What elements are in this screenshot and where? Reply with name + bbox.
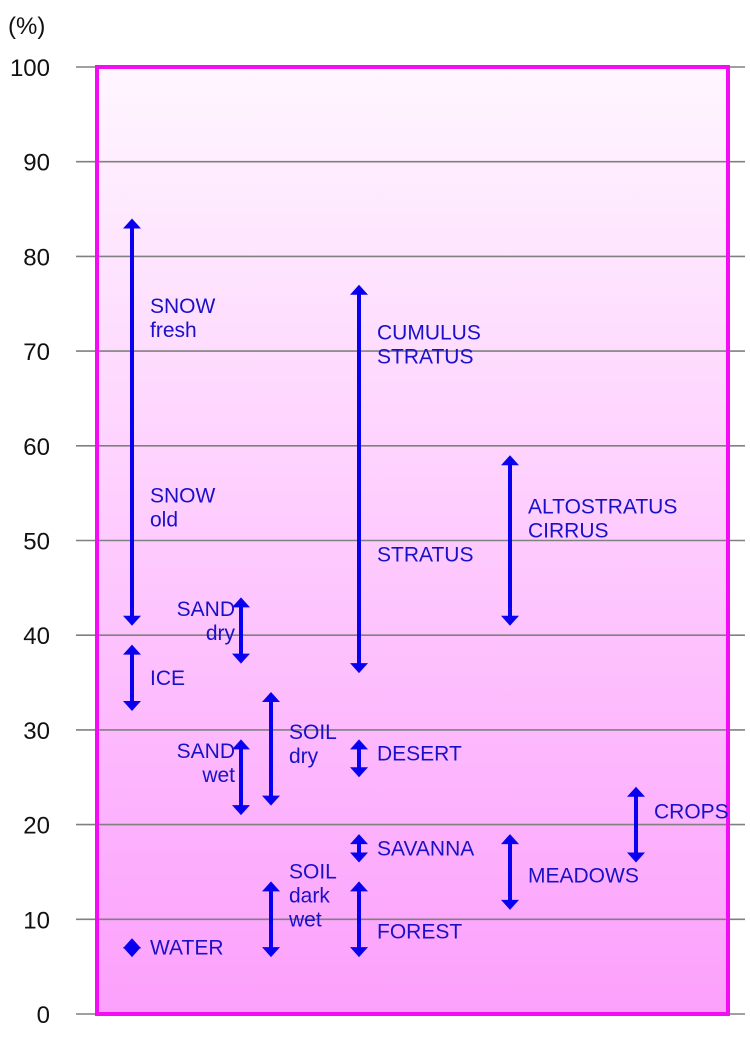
range-item: DESERT <box>350 739 462 778</box>
y-tick-label: 80 <box>23 244 50 271</box>
y-tick-label: 90 <box>23 150 50 177</box>
y-tick-label: 60 <box>23 434 50 461</box>
range-arrows: SNOWfreshSNOWoldICEWATERSANDdrySANDwetSO… <box>123 218 729 960</box>
arrow-down-icon <box>232 805 250 816</box>
arrow-up-icon <box>123 644 141 655</box>
y-tick-label: 50 <box>23 529 50 556</box>
range-item: SAVANNA <box>350 834 474 863</box>
arrow-up-icon <box>262 881 280 892</box>
range-label: SOIL <box>289 721 337 744</box>
arrow-up-icon <box>501 834 519 845</box>
range-label: dry <box>206 622 236 645</box>
range-label: STRATUS <box>377 544 473 567</box>
range-label: SOIL <box>289 861 337 884</box>
arrow-down-icon <box>501 615 519 626</box>
range-label: dry <box>289 745 319 768</box>
y-tick-label: 0 <box>37 1002 50 1029</box>
y-tick-label: 10 <box>23 907 50 934</box>
y-tick-label: 70 <box>23 339 50 366</box>
range-label: SNOW <box>150 295 216 318</box>
arrow-down-icon <box>262 947 280 958</box>
arrow-up-icon <box>350 284 368 295</box>
range-label: SAND <box>177 740 235 763</box>
range-label: FOREST <box>377 921 462 944</box>
y-tick-label: 20 <box>23 813 50 840</box>
arrow-up-icon <box>350 834 368 845</box>
range-label: wet <box>288 909 322 932</box>
arrow-down-icon <box>350 663 368 674</box>
arrow-up-icon <box>501 455 519 466</box>
arrow-up-icon <box>350 739 368 750</box>
range-label: CUMULUS <box>377 321 481 344</box>
range-label: WATER <box>150 937 224 960</box>
y-axis-ticks: 0 10 20 30 40 50 60 70 80 90 100 <box>10 55 50 1029</box>
arrow-up-icon <box>123 938 141 949</box>
range-label: wet <box>201 764 235 787</box>
range-item: ICE <box>123 644 185 711</box>
arrow-down-icon <box>350 947 368 958</box>
arrow-down-icon <box>501 899 519 910</box>
range-label: SAND <box>177 598 235 621</box>
range-label: ALTOSTRATUS <box>528 496 677 519</box>
range-item: MEADOWS <box>501 834 639 910</box>
range-label: CROPS <box>654 800 729 823</box>
range-label: SAVANNA <box>377 837 474 860</box>
y-tick-label: 100 <box>10 55 50 82</box>
arrow-up-icon <box>123 218 141 229</box>
arrow-up-icon <box>262 692 280 703</box>
y-tick-label: 30 <box>23 718 50 745</box>
arrow-down-icon <box>350 767 368 778</box>
arrow-down-icon <box>262 795 280 806</box>
range-item: CROPS <box>627 786 729 863</box>
y-tick-label: 40 <box>23 623 50 650</box>
arrow-down-icon <box>123 700 141 711</box>
arrow-down-icon <box>232 653 250 664</box>
range-label: old <box>150 508 178 531</box>
arrow-down-icon <box>627 852 645 863</box>
range-label: CIRRUS <box>528 520 609 543</box>
range-label: ICE <box>150 667 185 690</box>
arrow-up-icon <box>232 597 250 608</box>
range-item: FOREST <box>350 881 462 958</box>
arrow-down-icon <box>350 852 368 863</box>
range-label: MEADOWS <box>528 865 639 888</box>
range-label: fresh <box>150 319 197 342</box>
arrow-up-icon <box>627 786 645 797</box>
arrow-up-icon <box>350 881 368 892</box>
y-axis-unit-label: (%) <box>8 13 45 40</box>
arrow-down-icon <box>123 615 141 626</box>
range-label: dark <box>289 885 330 908</box>
range-item: WATER <box>123 937 224 960</box>
range-label: SNOW <box>150 484 216 507</box>
arrow-down-icon <box>123 947 141 958</box>
range-label: STRATUS <box>377 345 473 368</box>
range-label: DESERT <box>377 743 462 766</box>
plot-frame <box>95 65 730 1016</box>
arrow-up-icon <box>232 739 250 750</box>
